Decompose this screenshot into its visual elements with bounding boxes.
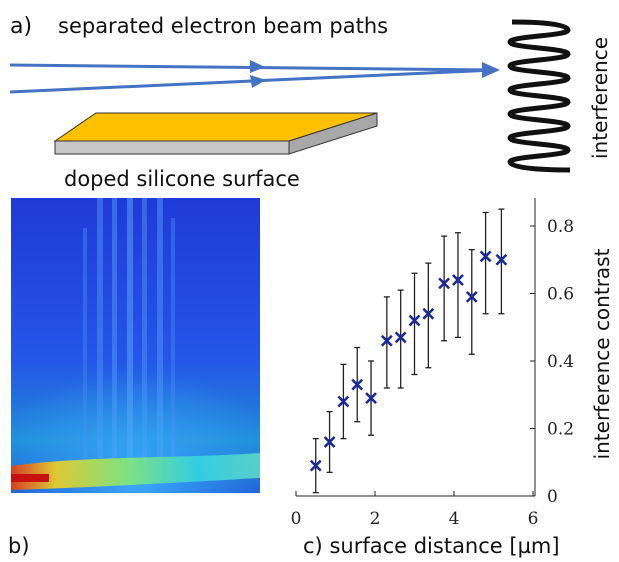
electron-beam-paths <box>9 60 500 94</box>
beam-target-arrowhead <box>482 62 500 78</box>
y-tick-label: 0.4 <box>547 352 574 372</box>
panel-c-label: c) surface distance [µm] <box>303 534 560 558</box>
data-point <box>465 290 478 303</box>
heatmap-hotspot <box>11 474 49 482</box>
y-tick-label: 0 <box>547 487 558 507</box>
slab-side-face <box>288 112 378 155</box>
data-point <box>495 253 508 266</box>
data-point <box>365 392 377 405</box>
panel-a-label: a) <box>10 14 33 39</box>
data-point <box>452 274 464 286</box>
y-tick-label: 0.6 <box>547 285 574 305</box>
data-point <box>422 307 435 320</box>
data-point <box>323 436 336 448</box>
x-tick-label: 6 <box>528 509 539 529</box>
heatmap-bright-band <box>11 453 260 490</box>
y-axis-label: interference contrast <box>590 248 614 460</box>
slab-front-face <box>54 140 290 155</box>
interference-label: interference <box>588 36 612 160</box>
x-tick-label: 4 <box>449 509 460 529</box>
heatmap-svg <box>11 198 260 493</box>
electron-intensity-heatmap <box>11 198 260 493</box>
data-point <box>479 250 492 263</box>
data-point <box>380 334 393 347</box>
panel-c-letter: c) <box>303 534 323 558</box>
panel-b-label: b) <box>8 534 30 558</box>
x-tick-label: 0 <box>291 509 302 529</box>
y-tick-label: 0.2 <box>547 420 574 440</box>
interference-wave <box>507 19 571 173</box>
data-point <box>408 314 421 327</box>
scatter-plot: 0 2 4 600.20.40.60.8 <box>291 198 574 529</box>
upper-beam-mid-arrow <box>250 60 265 73</box>
lower-beam-mid-arrow <box>250 75 266 88</box>
doped-silicone-slab <box>53 112 378 155</box>
data-point <box>351 378 364 391</box>
surface-label: doped silicone surface <box>64 167 300 191</box>
data-point <box>438 277 451 290</box>
data-point <box>309 459 322 472</box>
x-tick-label: 2 <box>370 509 381 529</box>
y-tick-label: 0.8 <box>547 217 574 237</box>
panel-a-title: separated electron beam paths <box>58 14 389 38</box>
data-point <box>337 395 350 408</box>
x-axis-label: surface distance [µm] <box>329 534 560 558</box>
data-point <box>394 331 407 344</box>
